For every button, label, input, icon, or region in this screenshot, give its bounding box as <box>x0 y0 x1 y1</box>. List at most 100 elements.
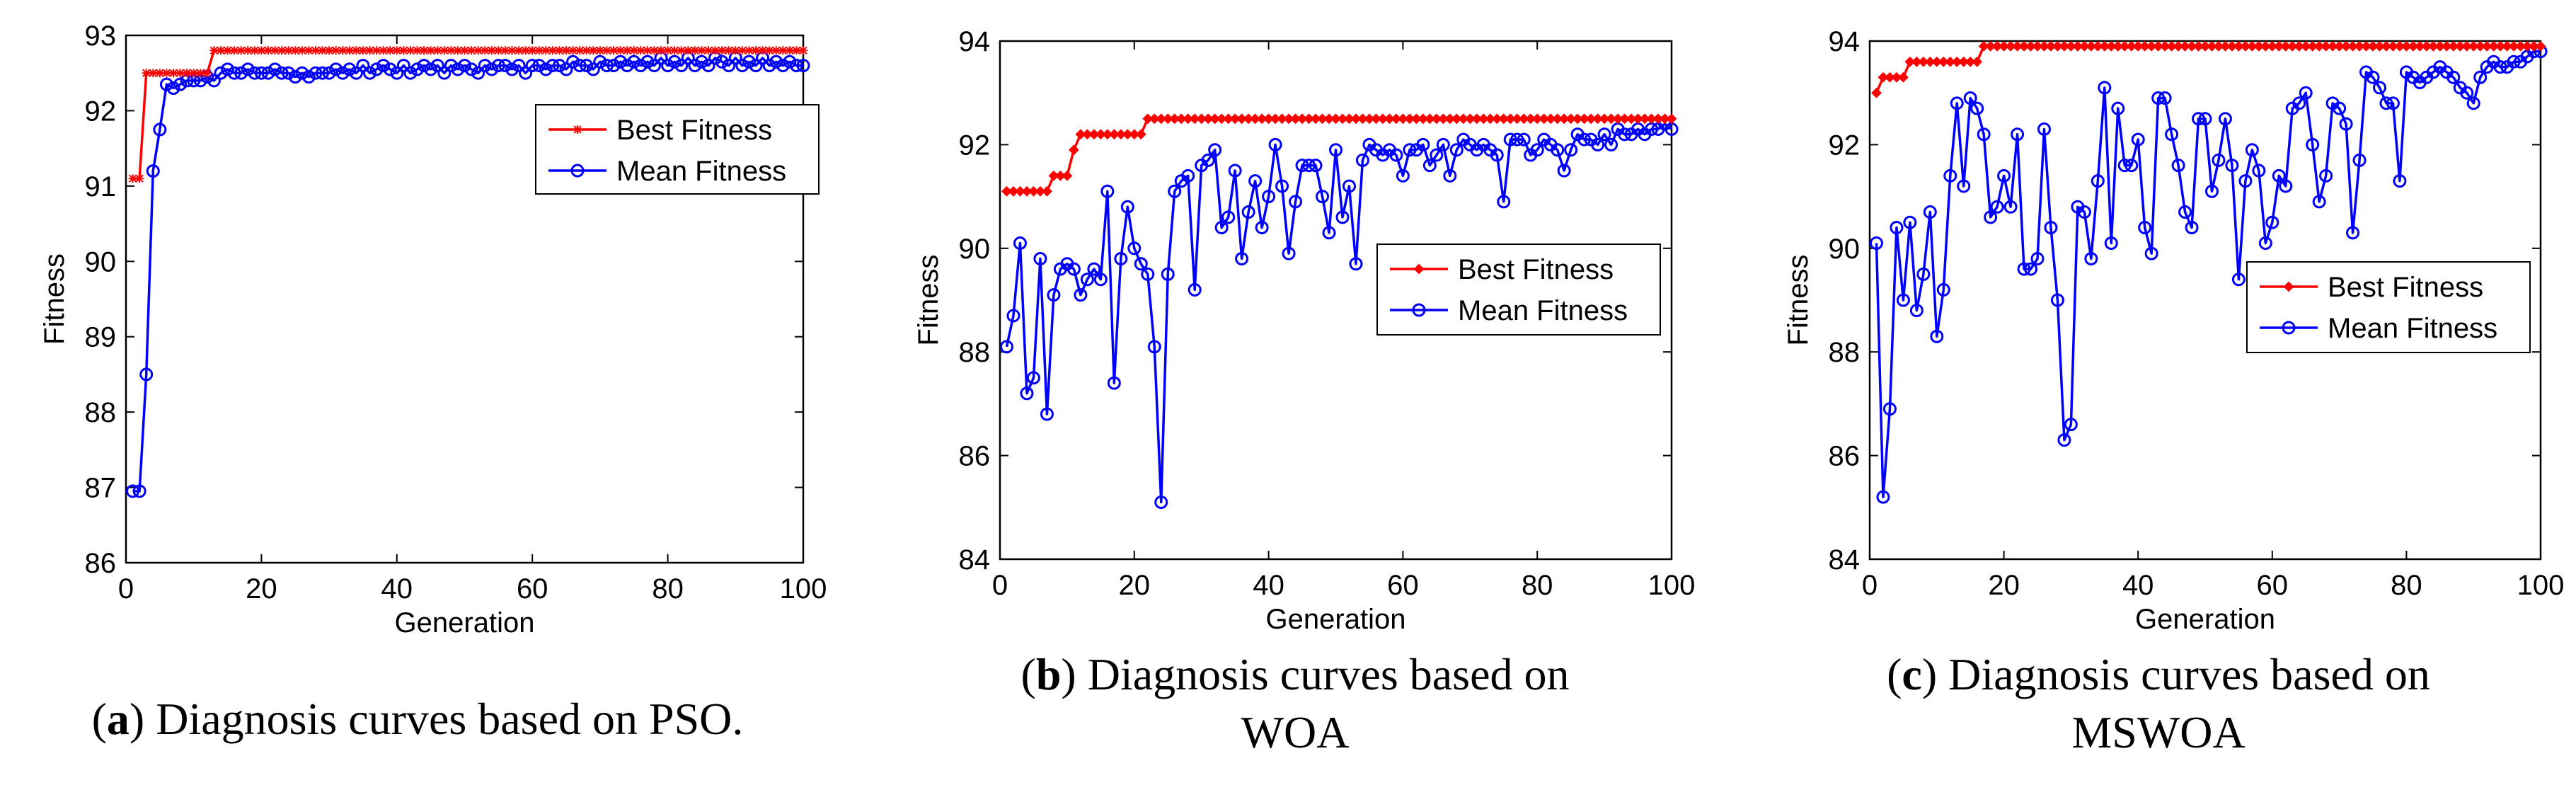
data-point <box>1181 168 1195 183</box>
data-point <box>335 66 350 80</box>
y-tick-label: 86 <box>959 441 991 472</box>
x-tick-label: 0 <box>992 570 1008 601</box>
data-point <box>2507 55 2521 69</box>
data-point <box>2011 127 2025 142</box>
data-point <box>243 46 253 55</box>
data-point <box>2111 101 2125 115</box>
data-point <box>207 74 221 88</box>
data-point <box>2077 205 2091 219</box>
series-best-fitness <box>1001 113 1677 197</box>
data-point <box>749 59 763 73</box>
data-point <box>546 59 560 73</box>
x-axis-label: Generation <box>2135 604 2275 635</box>
data-point <box>406 46 415 55</box>
data-point <box>2529 40 2539 52</box>
data-point <box>1216 113 1227 125</box>
data-point <box>1100 184 1115 198</box>
legend-box <box>1376 243 1661 336</box>
data-point <box>1323 113 1335 125</box>
data-point <box>1416 137 1430 151</box>
data-point <box>640 55 655 69</box>
data-point <box>132 484 146 498</box>
data-point <box>471 66 485 80</box>
data-point <box>386 46 395 55</box>
data-point <box>439 46 449 55</box>
data-point <box>521 46 530 55</box>
y-tick-label: 84 <box>959 544 991 575</box>
data-point <box>1214 221 1229 235</box>
data-point <box>268 62 282 76</box>
y-tick-label: 94 <box>1829 26 1861 57</box>
data-point <box>799 46 807 55</box>
data-point <box>620 59 634 73</box>
data-point <box>1936 282 1950 297</box>
data-point <box>2312 195 2326 209</box>
data-point <box>356 59 370 73</box>
series-line <box>1875 50 2541 498</box>
data-point <box>1384 113 1395 125</box>
data-point <box>1114 251 1128 265</box>
data-point <box>1147 340 1161 354</box>
data-point <box>437 66 452 80</box>
data-point <box>595 46 604 55</box>
data-point <box>1885 71 1895 83</box>
data-point <box>1149 113 1160 125</box>
data-point <box>677 46 686 55</box>
data-point <box>295 66 309 80</box>
legend-label: Best Fitness <box>2328 272 2483 303</box>
data-point <box>214 66 228 80</box>
data-point <box>1916 267 1931 281</box>
data-point <box>2515 40 2526 52</box>
data-point <box>2225 159 2239 173</box>
data-point <box>2454 40 2466 52</box>
data-point <box>365 46 374 55</box>
data-point <box>1202 113 1214 125</box>
caption-b-line1: (b) Diagnosis curves based on <box>1020 649 1570 699</box>
data-point <box>737 46 747 55</box>
data-point <box>1444 113 1456 125</box>
data-point <box>257 46 266 55</box>
chart-b: 0 20 40 60 80 100 84 86 88 90 92 94 Generation Fitnes… <box>913 26 1695 635</box>
data-point <box>2333 101 2347 115</box>
data-point <box>2481 40 2492 52</box>
data-point <box>724 46 733 55</box>
data-point <box>146 164 160 178</box>
data-point <box>2146 40 2157 52</box>
data-point <box>216 46 225 55</box>
data-point <box>2441 40 2452 52</box>
data-point <box>1262 190 1276 204</box>
data-point <box>2166 40 2178 52</box>
data-point <box>166 81 180 95</box>
data-point <box>2307 40 2318 52</box>
data-point <box>309 66 323 80</box>
data-point <box>487 46 496 55</box>
y-tick-label: 86 <box>85 548 117 579</box>
y-tick-label: 92 <box>85 96 117 127</box>
data-point <box>2414 40 2425 52</box>
data-point <box>1869 236 1883 250</box>
data-point <box>1081 129 1093 140</box>
data-point <box>1585 113 1597 125</box>
data-point <box>1335 210 1350 224</box>
data-point <box>1530 143 1544 157</box>
data-point <box>1970 101 1984 115</box>
data-point <box>1277 113 1287 125</box>
data-point <box>1329 143 1342 157</box>
data-point <box>223 46 232 55</box>
data-point <box>2144 246 2158 260</box>
data-point <box>1876 490 1890 504</box>
data-point <box>2030 251 2045 265</box>
data-point <box>2024 262 2038 276</box>
data-point <box>1531 113 1543 125</box>
data-point <box>735 59 749 73</box>
data-point <box>505 62 519 76</box>
data-point <box>349 66 363 80</box>
data-point <box>514 46 524 55</box>
data-point <box>2258 236 2272 250</box>
data-point <box>1451 113 1462 125</box>
data-point <box>1878 71 1889 83</box>
data-point <box>248 66 262 80</box>
data-point <box>1431 113 1442 125</box>
data-point <box>1626 113 1637 125</box>
data-point <box>1497 195 1511 209</box>
